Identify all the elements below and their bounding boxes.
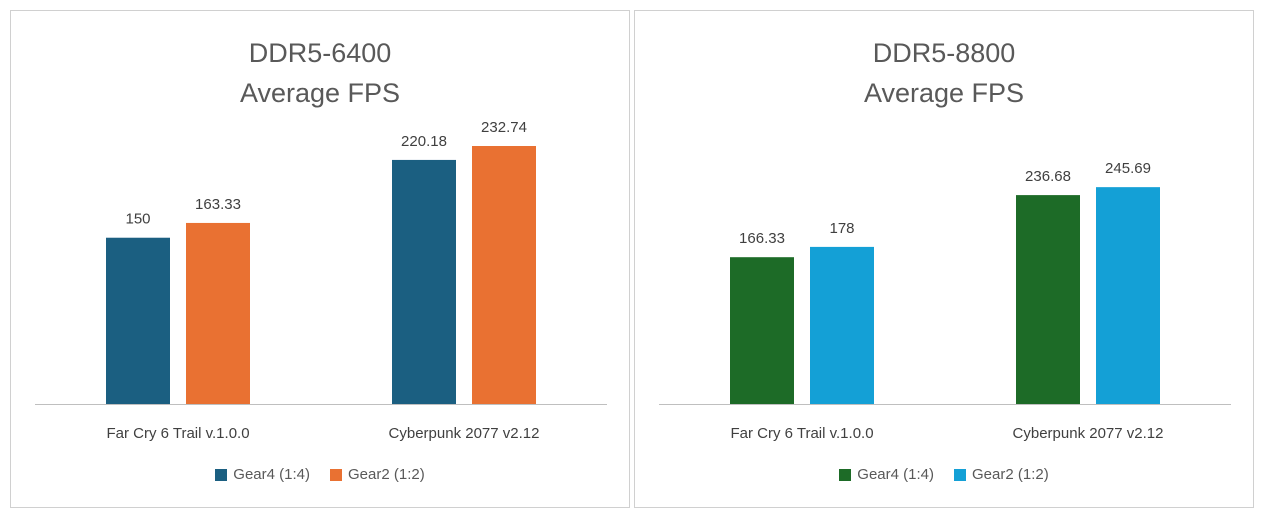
- data-label: 178: [829, 220, 854, 237]
- legend-swatch-gear4: [839, 468, 852, 481]
- legend-item-gear4: Gear4 (1:4): [215, 466, 310, 483]
- legend-swatch-gear2: [330, 468, 342, 481]
- legend-label-gear4: Gear4 (1:4): [857, 466, 934, 483]
- chart-title-line-2: Average FPS: [863, 78, 1025, 108]
- legend-label-gear2: Gear2 (1:2): [348, 466, 425, 483]
- bar-gear2-far-cry-6: [186, 222, 250, 404]
- chart-panel-ddr5-8800: DDR5-8800 Average FPS 166.33 178 Far Cry 6…: [634, 10, 1254, 508]
- chart-title-line-1: DDR5-6400: [248, 38, 392, 68]
- chart-title: DDR5-8800 Average FPS: [635, 33, 1253, 113]
- chart-panel-ddr5-6400: DDR5-6400 Average FPS 150 163.33 Far Cry 6…: [10, 10, 630, 508]
- legend-swatch-gear4: [215, 468, 228, 481]
- bar-gear2-far-cry-6: [810, 246, 874, 404]
- data-label: 163.33: [195, 196, 241, 213]
- legend-item-gear2: Gear2 (1:2): [330, 466, 425, 483]
- chart-title-line-1: DDR5-8800: [872, 38, 1016, 68]
- bar-gear4-far-cry-6: [730, 257, 794, 404]
- legend-label-gear4: Gear4 (1:4): [233, 466, 310, 483]
- bar-gear4-far-cry-6: [106, 237, 170, 404]
- chart-legend: Gear4 (1:4) Gear2 (1:2): [635, 466, 1253, 483]
- data-label: 236.68: [1025, 168, 1071, 185]
- chart-plot-ddr5-6400: 150 163.33 Far Cry 6 Trail v.1.0.0 220.18 23…: [35, 119, 607, 442]
- chart-title-line-2: Average FPS: [239, 78, 401, 108]
- data-label: 150: [125, 211, 150, 228]
- chart-legend: Gear4 (1:4) Gear2 (1:2): [11, 466, 629, 483]
- data-label: 245.69: [1105, 160, 1151, 177]
- data-label: 166.33: [739, 230, 785, 247]
- data-label: 220.18: [401, 133, 447, 150]
- category-label: Far Cry 6 Trail v.1.0.0: [730, 425, 873, 442]
- bar-gear4-cyberpunk-2077: [392, 159, 456, 404]
- bar-gear2-cyberpunk-2077: [472, 146, 536, 404]
- chart-title: DDR5-6400 Average FPS: [11, 33, 629, 113]
- category-label: Cyberpunk 2077 v2.12: [1013, 425, 1164, 442]
- category-label: Far Cry 6 Trail v.1.0.0: [106, 425, 249, 442]
- legend-swatch-gear2: [954, 468, 966, 481]
- legend-label-gear2: Gear2 (1:2): [972, 466, 1049, 483]
- bar-gear2-cyberpunk-2077: [1096, 187, 1160, 404]
- legend-item-gear4: Gear4 (1:4): [839, 466, 934, 483]
- legend-item-gear2: Gear2 (1:2): [954, 466, 1049, 483]
- chart-plot-ddr5-8800: 166.33 178 Far Cry 6 Trail v.1.0.0 236.68 24…: [659, 160, 1231, 442]
- category-label: Cyberpunk 2077 v2.12: [389, 425, 540, 442]
- data-label: 232.74: [481, 119, 527, 136]
- bar-gear4-cyberpunk-2077: [1016, 195, 1080, 404]
